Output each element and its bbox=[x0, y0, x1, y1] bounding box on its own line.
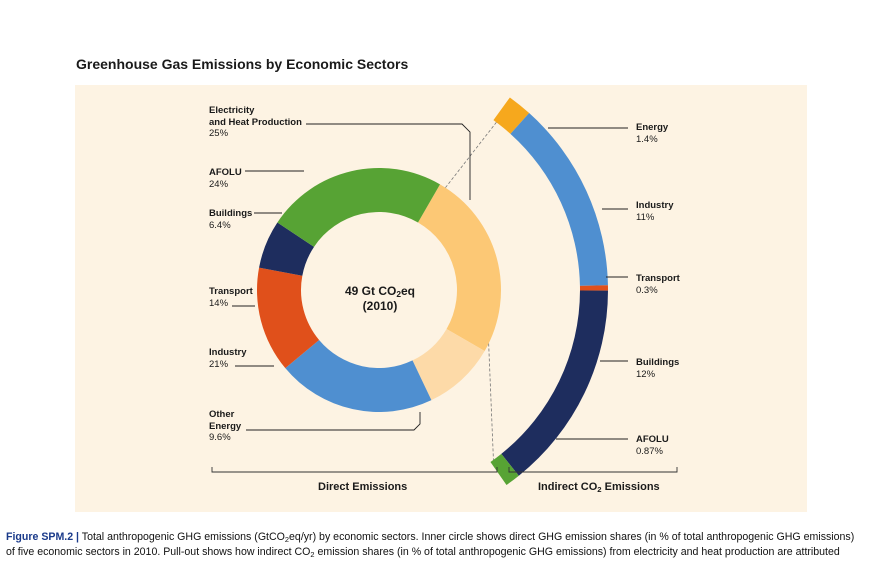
indirect-label-name: Industry bbox=[636, 200, 674, 211]
indirect-slice-transport bbox=[579, 285, 608, 291]
direct-slice-transport bbox=[257, 267, 320, 369]
direct-slice-industry bbox=[285, 339, 432, 412]
indirect-label-afolu: AFOLU 0.87% bbox=[636, 434, 669, 457]
figure-caption: Figure SPM.2 | Total anthropogenic GHG e… bbox=[6, 531, 855, 559]
direct-label-name: Industry bbox=[209, 347, 247, 358]
direct-label-industry: Industry 21% bbox=[209, 347, 246, 370]
direct-slice-buildings bbox=[259, 222, 315, 276]
direct-label-value: 6.4% bbox=[209, 219, 231, 231]
indirect-label-value: 12% bbox=[636, 368, 656, 380]
indirect-label-value: 11% bbox=[636, 211, 655, 223]
direct-label-value: 25% bbox=[209, 128, 229, 139]
indirect-slice-afolu bbox=[490, 453, 519, 485]
indirect-label-value: 1.4% bbox=[636, 133, 658, 145]
indirect-emissions-label: Indirect CO2 Emissions bbox=[538, 481, 660, 494]
direct-emissions-bracket bbox=[211, 467, 498, 473]
direct-label-name: Electricity and Heat Production bbox=[209, 105, 302, 128]
figure-title: Greenhouse Gas Emissions by Economic Sec… bbox=[76, 56, 409, 72]
direct-slice-other-energy bbox=[412, 329, 485, 401]
indirect-slice-industry bbox=[510, 113, 608, 286]
donut-center-label: 49 Gt CO2eq (2010) bbox=[344, 284, 416, 313]
leader-electricity bbox=[306, 123, 471, 200]
indirect-label-value: 0.3% bbox=[636, 284, 658, 296]
direct-label-name: Transport bbox=[209, 286, 253, 297]
pullout-connector-2 bbox=[488, 343, 494, 460]
caption-label: Figure SPM.2 | bbox=[6, 531, 80, 543]
indirect-label-industry: Industry 11% bbox=[636, 200, 673, 223]
direct-label-name: Buildings bbox=[209, 208, 253, 219]
indirect-label-transport: Transport 0.3% bbox=[636, 273, 680, 296]
direct-slice-electricity-and-heat-production bbox=[418, 184, 501, 351]
indirect-slice-energy bbox=[493, 97, 530, 134]
pullout-connector-1 bbox=[445, 122, 497, 188]
indirect-emissions-bracket bbox=[508, 467, 678, 473]
direct-label-name: Other Energy bbox=[209, 409, 242, 432]
direct-label-transport: Transport 14% bbox=[209, 286, 253, 309]
direct-label-value: 24% bbox=[209, 178, 229, 190]
leader-other-energy bbox=[246, 412, 421, 431]
indirect-label-name: Transport bbox=[636, 273, 680, 284]
direct-label-value: 9.6% bbox=[209, 432, 231, 443]
indirect-label-buildings: Buildings 12% bbox=[636, 357, 679, 380]
direct-emissions-label: Direct Emissions bbox=[318, 481, 408, 493]
indirect-label-name: Energy bbox=[636, 122, 669, 133]
chart-panel bbox=[75, 85, 807, 512]
direct-label-afolu: AFOLU 24% bbox=[209, 167, 242, 190]
direct-label-buildings: Buildings 6.4% bbox=[209, 208, 252, 231]
direct-label-other-energy: Other Energy 9.6% bbox=[209, 409, 241, 444]
direct-label-electricity-and-heat-production: Electricity and Heat Production 25% bbox=[209, 105, 302, 140]
direct-slice-afolu bbox=[277, 168, 440, 247]
direct-label-name: AFOLU bbox=[209, 167, 242, 178]
indirect-label-energy: Energy 1.4% bbox=[636, 122, 668, 145]
indirect-label-name: Buildings bbox=[636, 357, 680, 368]
indirect-label-name: AFOLU bbox=[636, 434, 669, 445]
indirect-slice-buildings bbox=[501, 290, 608, 476]
direct-label-value: 14% bbox=[209, 297, 229, 309]
direct-label-value: 21% bbox=[209, 358, 229, 370]
indirect-label-value: 0.87% bbox=[636, 445, 663, 457]
